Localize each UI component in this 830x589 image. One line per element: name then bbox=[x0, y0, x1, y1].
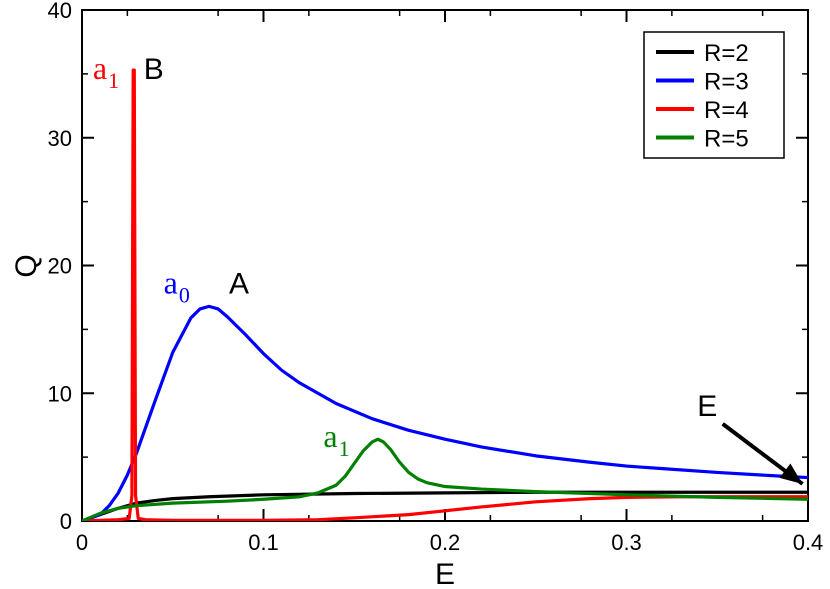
y-axis-label: Q bbox=[10, 254, 43, 277]
series-line-4 bbox=[82, 437, 808, 521]
x-tick-label: 0.2 bbox=[430, 530, 461, 555]
x-tick-label: 0.1 bbox=[248, 530, 279, 555]
x-axis-label: E bbox=[435, 558, 455, 589]
y-tick-label: 30 bbox=[48, 126, 72, 151]
legend-label: R=2 bbox=[704, 40, 749, 67]
series-lines bbox=[82, 68, 808, 521]
tick-labels: 0 0.1 0.2 0.3 0.4 0 10 20 30 40 bbox=[48, 0, 824, 555]
ticks bbox=[81, 9, 809, 522]
legend-label: R=3 bbox=[704, 69, 749, 96]
arrow-head bbox=[779, 463, 803, 484]
legend-label: R=4 bbox=[704, 97, 749, 124]
x-tick-label: 0.3 bbox=[611, 530, 642, 555]
x-tick-label: 0.4 bbox=[793, 530, 824, 555]
legend-label: R=5 bbox=[704, 126, 749, 153]
y-tick-label: 10 bbox=[48, 381, 72, 406]
annotation-label: E bbox=[697, 390, 717, 423]
y-tick-label: 0 bbox=[60, 509, 72, 534]
annotation-label: B bbox=[144, 53, 164, 86]
y-tick-label: 40 bbox=[48, 0, 72, 23]
legend: R=2R=3R=4R=5 bbox=[643, 31, 785, 159]
series-line-3 bbox=[82, 68, 808, 521]
x-tick-label: 0 bbox=[76, 530, 88, 555]
annotation-label: A bbox=[229, 268, 249, 301]
y-tick-label: 20 bbox=[48, 254, 72, 279]
